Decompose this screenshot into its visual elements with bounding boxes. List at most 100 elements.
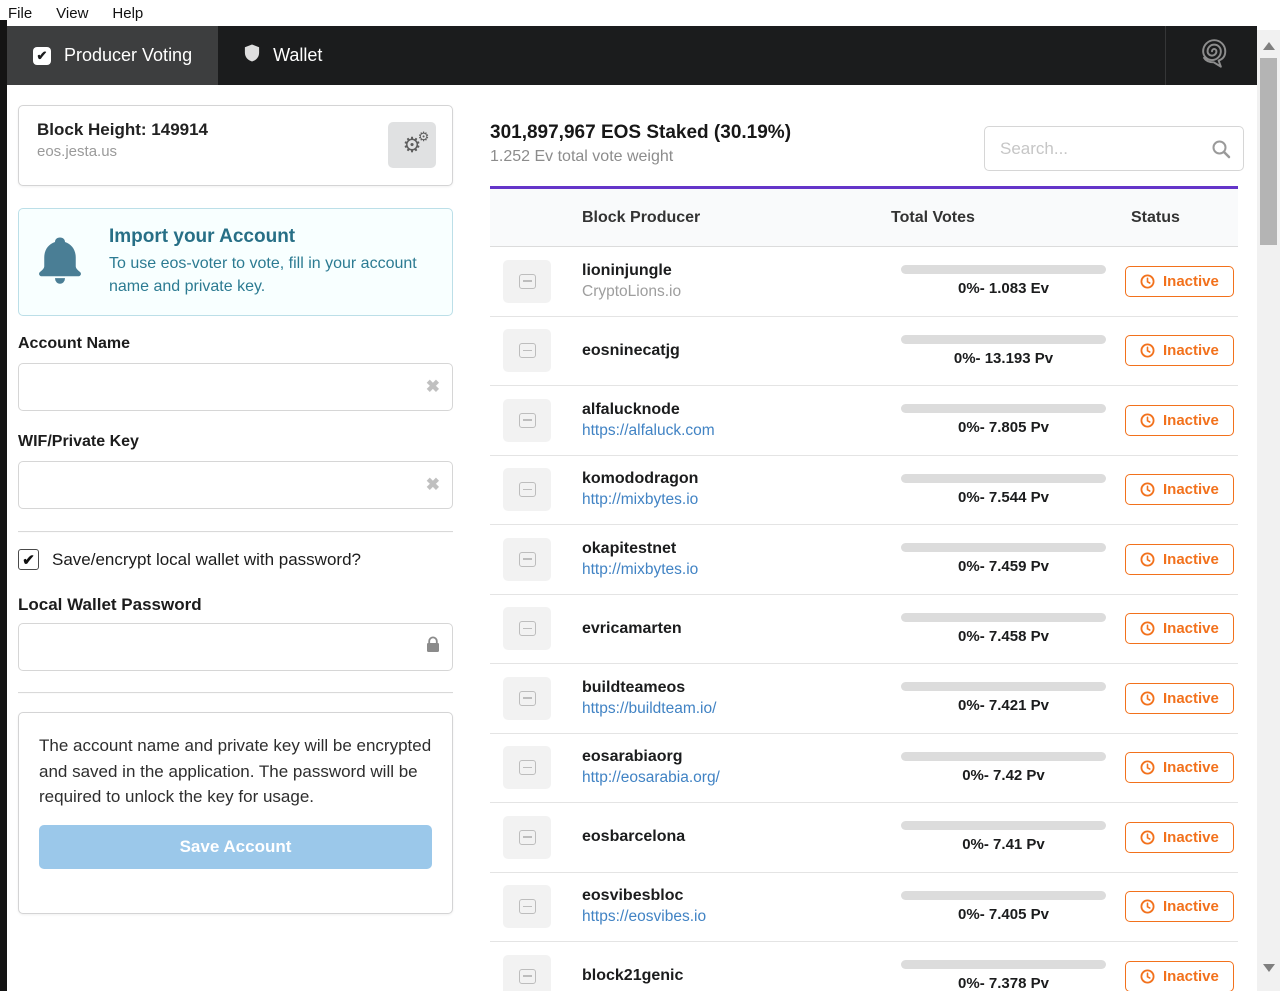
select-producer-button[interactable] bbox=[503, 468, 551, 512]
producer-url-link[interactable]: https://alfaluck.com bbox=[582, 421, 715, 439]
vote-weight-text: 0%- 7.544 Pv bbox=[958, 488, 1049, 506]
wallet-password-field-wrap bbox=[18, 623, 453, 671]
producer-url-link[interactable]: http://eosarabia.org/ bbox=[582, 769, 720, 787]
status-cell: Inactive bbox=[1112, 613, 1238, 645]
select-producer-button[interactable] bbox=[503, 607, 551, 651]
app-header: Producer Voting Wallet bbox=[7, 26, 1257, 85]
clock-icon bbox=[1140, 343, 1155, 358]
clear-x-icon: ✖ bbox=[425, 377, 440, 396]
status-inactive-button[interactable]: Inactive bbox=[1125, 543, 1234, 575]
select-producer-button[interactable] bbox=[503, 398, 551, 442]
menu-view[interactable]: View bbox=[56, 4, 89, 22]
status-label: Inactive bbox=[1163, 481, 1219, 499]
account-name-label: Account Name bbox=[18, 335, 131, 352]
votes-cell: 0%- 7.458 Pv bbox=[882, 612, 1112, 645]
producer-cell: eosarabiaorg http://eosarabia.org/ bbox=[582, 748, 882, 787]
status-cell: Inactive bbox=[1112, 335, 1238, 367]
scroll-down-arrow[interactable] bbox=[1262, 964, 1275, 972]
wallet-password-input[interactable] bbox=[18, 623, 453, 671]
window-scrollbar[interactable] bbox=[1257, 30, 1280, 991]
vote-weight-text: 0%- 7.805 Pv bbox=[958, 419, 1049, 437]
select-producer-button[interactable] bbox=[503, 329, 551, 373]
producer-cell: alfalucknode https://alfaluck.com bbox=[582, 401, 882, 440]
votes-cell: 0%- 7.805 Pv bbox=[882, 404, 1112, 436]
save-account-button[interactable]: Save Account bbox=[39, 824, 432, 869]
producer-cell: eosbarcelona bbox=[582, 828, 882, 846]
select-producer-button[interactable] bbox=[503, 885, 551, 929]
status-cell: Inactive bbox=[1112, 265, 1238, 297]
search-field-wrap bbox=[984, 126, 1244, 171]
minus-square-icon bbox=[518, 343, 536, 359]
clock-icon bbox=[1140, 482, 1155, 497]
status-inactive-button[interactable]: Inactive bbox=[1125, 335, 1234, 367]
producer-url-link[interactable]: https://eosvibes.io bbox=[582, 908, 707, 926]
logo-menu-item[interactable] bbox=[1165, 26, 1257, 85]
select-producer-button[interactable] bbox=[503, 954, 551, 991]
menu-help[interactable]: Help bbox=[112, 4, 144, 22]
minus-square-icon bbox=[518, 412, 536, 428]
select-producer-button[interactable] bbox=[503, 676, 551, 720]
vote-weight-text: 0%- 7.405 Pv bbox=[958, 905, 1049, 923]
vote-weight-text: 0%- 7.42 Pv bbox=[962, 766, 1045, 784]
producer-name: eosvibesbloc bbox=[582, 887, 684, 905]
select-producer-button[interactable] bbox=[503, 815, 551, 859]
save-encrypt-checkbox[interactable] bbox=[18, 549, 39, 570]
producer-url-link[interactable]: http://mixbytes.io bbox=[582, 491, 699, 509]
select-producer-button[interactable] bbox=[503, 746, 551, 790]
minus-square-icon bbox=[518, 273, 536, 289]
clock-icon bbox=[1140, 830, 1155, 845]
import-account-body: To use eos-voter to vote, fill in your a… bbox=[109, 254, 417, 295]
row-select-cell bbox=[490, 468, 582, 512]
status-label: Inactive bbox=[1163, 828, 1219, 846]
status-cell: Inactive bbox=[1112, 404, 1238, 436]
node-settings-button[interactable]: ⚙ ⚙ bbox=[388, 122, 436, 168]
staked-header: 301,897,967 EOS Staked (30.19%) 1.252 Ev… bbox=[490, 122, 791, 166]
status-inactive-button[interactable]: Inactive bbox=[1125, 891, 1234, 923]
block-height-text: Block Height: 149914 bbox=[37, 120, 209, 139]
producer-name: buildteameos bbox=[582, 678, 686, 696]
account-name-input[interactable] bbox=[18, 363, 453, 411]
vote-weight-subtitle: 1.252 Ev total vote weight bbox=[490, 148, 674, 165]
votes-cell: 0%- 1.083 Ev bbox=[882, 265, 1112, 297]
status-inactive-button[interactable]: Inactive bbox=[1125, 682, 1234, 714]
save-encrypt-label: Save/encrypt local wallet with password? bbox=[52, 549, 361, 569]
producer-name: komododragon bbox=[582, 470, 699, 488]
status-inactive-button[interactable]: Inactive bbox=[1125, 752, 1234, 784]
status-label: Inactive bbox=[1163, 898, 1219, 916]
menu-file[interactable]: File bbox=[8, 4, 33, 22]
scroll-up-arrow[interactable] bbox=[1262, 42, 1275, 50]
select-producer-button[interactable] bbox=[503, 537, 551, 581]
producer-url-link[interactable]: http://mixbytes.io bbox=[582, 560, 699, 578]
vote-weight-text: 0%- 7.41 Pv bbox=[962, 836, 1045, 854]
import-account-title: Import your Account bbox=[109, 225, 296, 247]
status-inactive-button[interactable]: Inactive bbox=[1125, 960, 1234, 991]
producer-url-link[interactable]: https://buildteam.io/ bbox=[582, 699, 717, 717]
status-label: Inactive bbox=[1163, 759, 1219, 777]
tab-producer-voting[interactable]: Producer Voting bbox=[7, 26, 219, 85]
producer-name: eosninecatjg bbox=[582, 341, 680, 359]
vote-weight-text: 0%- 7.378 Pv bbox=[958, 975, 1049, 991]
select-producer-button[interactable] bbox=[503, 259, 551, 303]
minus-square-icon bbox=[518, 551, 536, 567]
clock-icon bbox=[1140, 413, 1155, 428]
row-select-cell bbox=[490, 259, 582, 303]
status-inactive-button[interactable]: Inactive bbox=[1125, 613, 1234, 645]
column-status: Status bbox=[1131, 208, 1180, 226]
tab-wallet[interactable]: Wallet bbox=[218, 26, 348, 85]
status-label: Inactive bbox=[1163, 550, 1219, 568]
status-inactive-button[interactable]: Inactive bbox=[1125, 404, 1234, 436]
scrollbar-thumb[interactable] bbox=[1260, 58, 1277, 245]
status-cell: Inactive bbox=[1112, 891, 1238, 923]
status-inactive-button[interactable]: Inactive bbox=[1125, 474, 1234, 506]
status-inactive-button[interactable]: Inactive bbox=[1125, 265, 1234, 297]
vote-progress-bar bbox=[901, 751, 1106, 761]
status-inactive-button[interactable]: Inactive bbox=[1125, 821, 1234, 853]
tab-label: Wallet bbox=[273, 45, 323, 65]
search-input[interactable] bbox=[984, 126, 1244, 171]
producer-cell: eosvibesbloc https://eosvibes.io bbox=[582, 887, 882, 926]
votes-cell: 0%- 7.421 Pv bbox=[882, 682, 1112, 714]
wif-key-input[interactable] bbox=[18, 461, 453, 509]
save-encrypt-row: Save/encrypt local wallet with password? bbox=[18, 549, 361, 570]
producer-cell: buildteameos https://buildteam.io/ bbox=[582, 679, 882, 718]
clock-icon bbox=[1140, 552, 1155, 567]
